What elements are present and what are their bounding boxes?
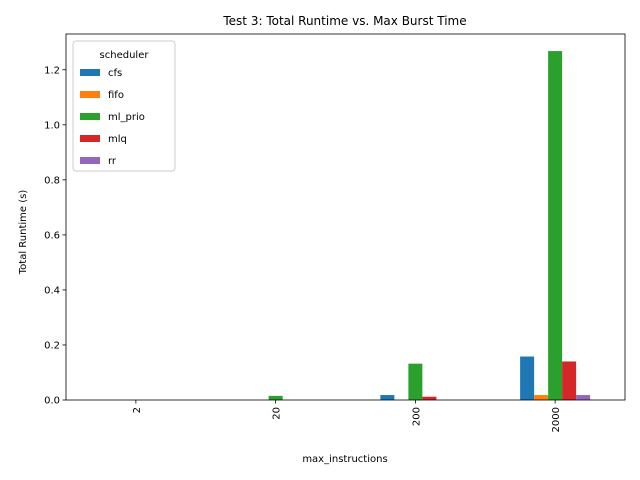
x-tick-label: 200 [411, 407, 422, 426]
x-tick-label: 20 [272, 407, 283, 420]
chart-title: Test 3: Total Runtime vs. Max Burst Time [222, 14, 466, 28]
legend-swatch-mlq [80, 135, 100, 142]
legend-label-rr: rr [108, 156, 117, 167]
bar-ml_prio-200 [408, 363, 423, 400]
y-tick-label: 1.0 [44, 120, 60, 131]
legend-label-mlq: mlq [108, 134, 127, 145]
bar-mlq-2000 [562, 361, 577, 400]
legend-swatch-cfs [80, 69, 100, 76]
legend-swatch-ml_prio [80, 113, 100, 120]
bar-fifo-2000 [534, 395, 549, 400]
bars-group [268, 51, 591, 401]
legend-label-cfs: cfs [108, 68, 122, 79]
y-tick-label: 0.2 [44, 340, 60, 351]
bar-mlq-200 [422, 396, 437, 400]
legend-label-ml_prio: ml_prio [108, 112, 145, 123]
legend-title: scheduler [100, 50, 150, 61]
x-axis-label: max_instructions [302, 454, 387, 465]
axes-group [65, 33, 626, 401]
y-tick-label: 0.4 [44, 285, 60, 296]
y-tick-label: 0.8 [44, 175, 60, 186]
ticks-group: 0.0 0.2 0.4 0.6 0.8 1.0 1.2 2 20 200 2000 [44, 65, 562, 432]
bar-cfs-200 [380, 395, 395, 400]
bar-ml_prio-20 [268, 395, 283, 400]
y-tick-label: 0.0 [44, 396, 60, 407]
plot-frame [65, 33, 626, 401]
bar-rr-2000 [576, 395, 591, 400]
y-tick-label: 0.6 [44, 230, 60, 241]
legend-label-fifo: fifo [108, 90, 124, 101]
y-tick-label: 1.2 [44, 65, 60, 76]
legend-swatch-fifo [80, 91, 100, 98]
bar-ml_prio-2000 [548, 51, 563, 401]
x-tick-label: 2 [132, 407, 143, 413]
bar-cfs-2000 [520, 356, 535, 400]
y-axis-label: Total Runtime (s) [18, 190, 29, 276]
legend-swatch-rr [80, 157, 100, 164]
x-tick-label: 2000 [551, 407, 562, 432]
